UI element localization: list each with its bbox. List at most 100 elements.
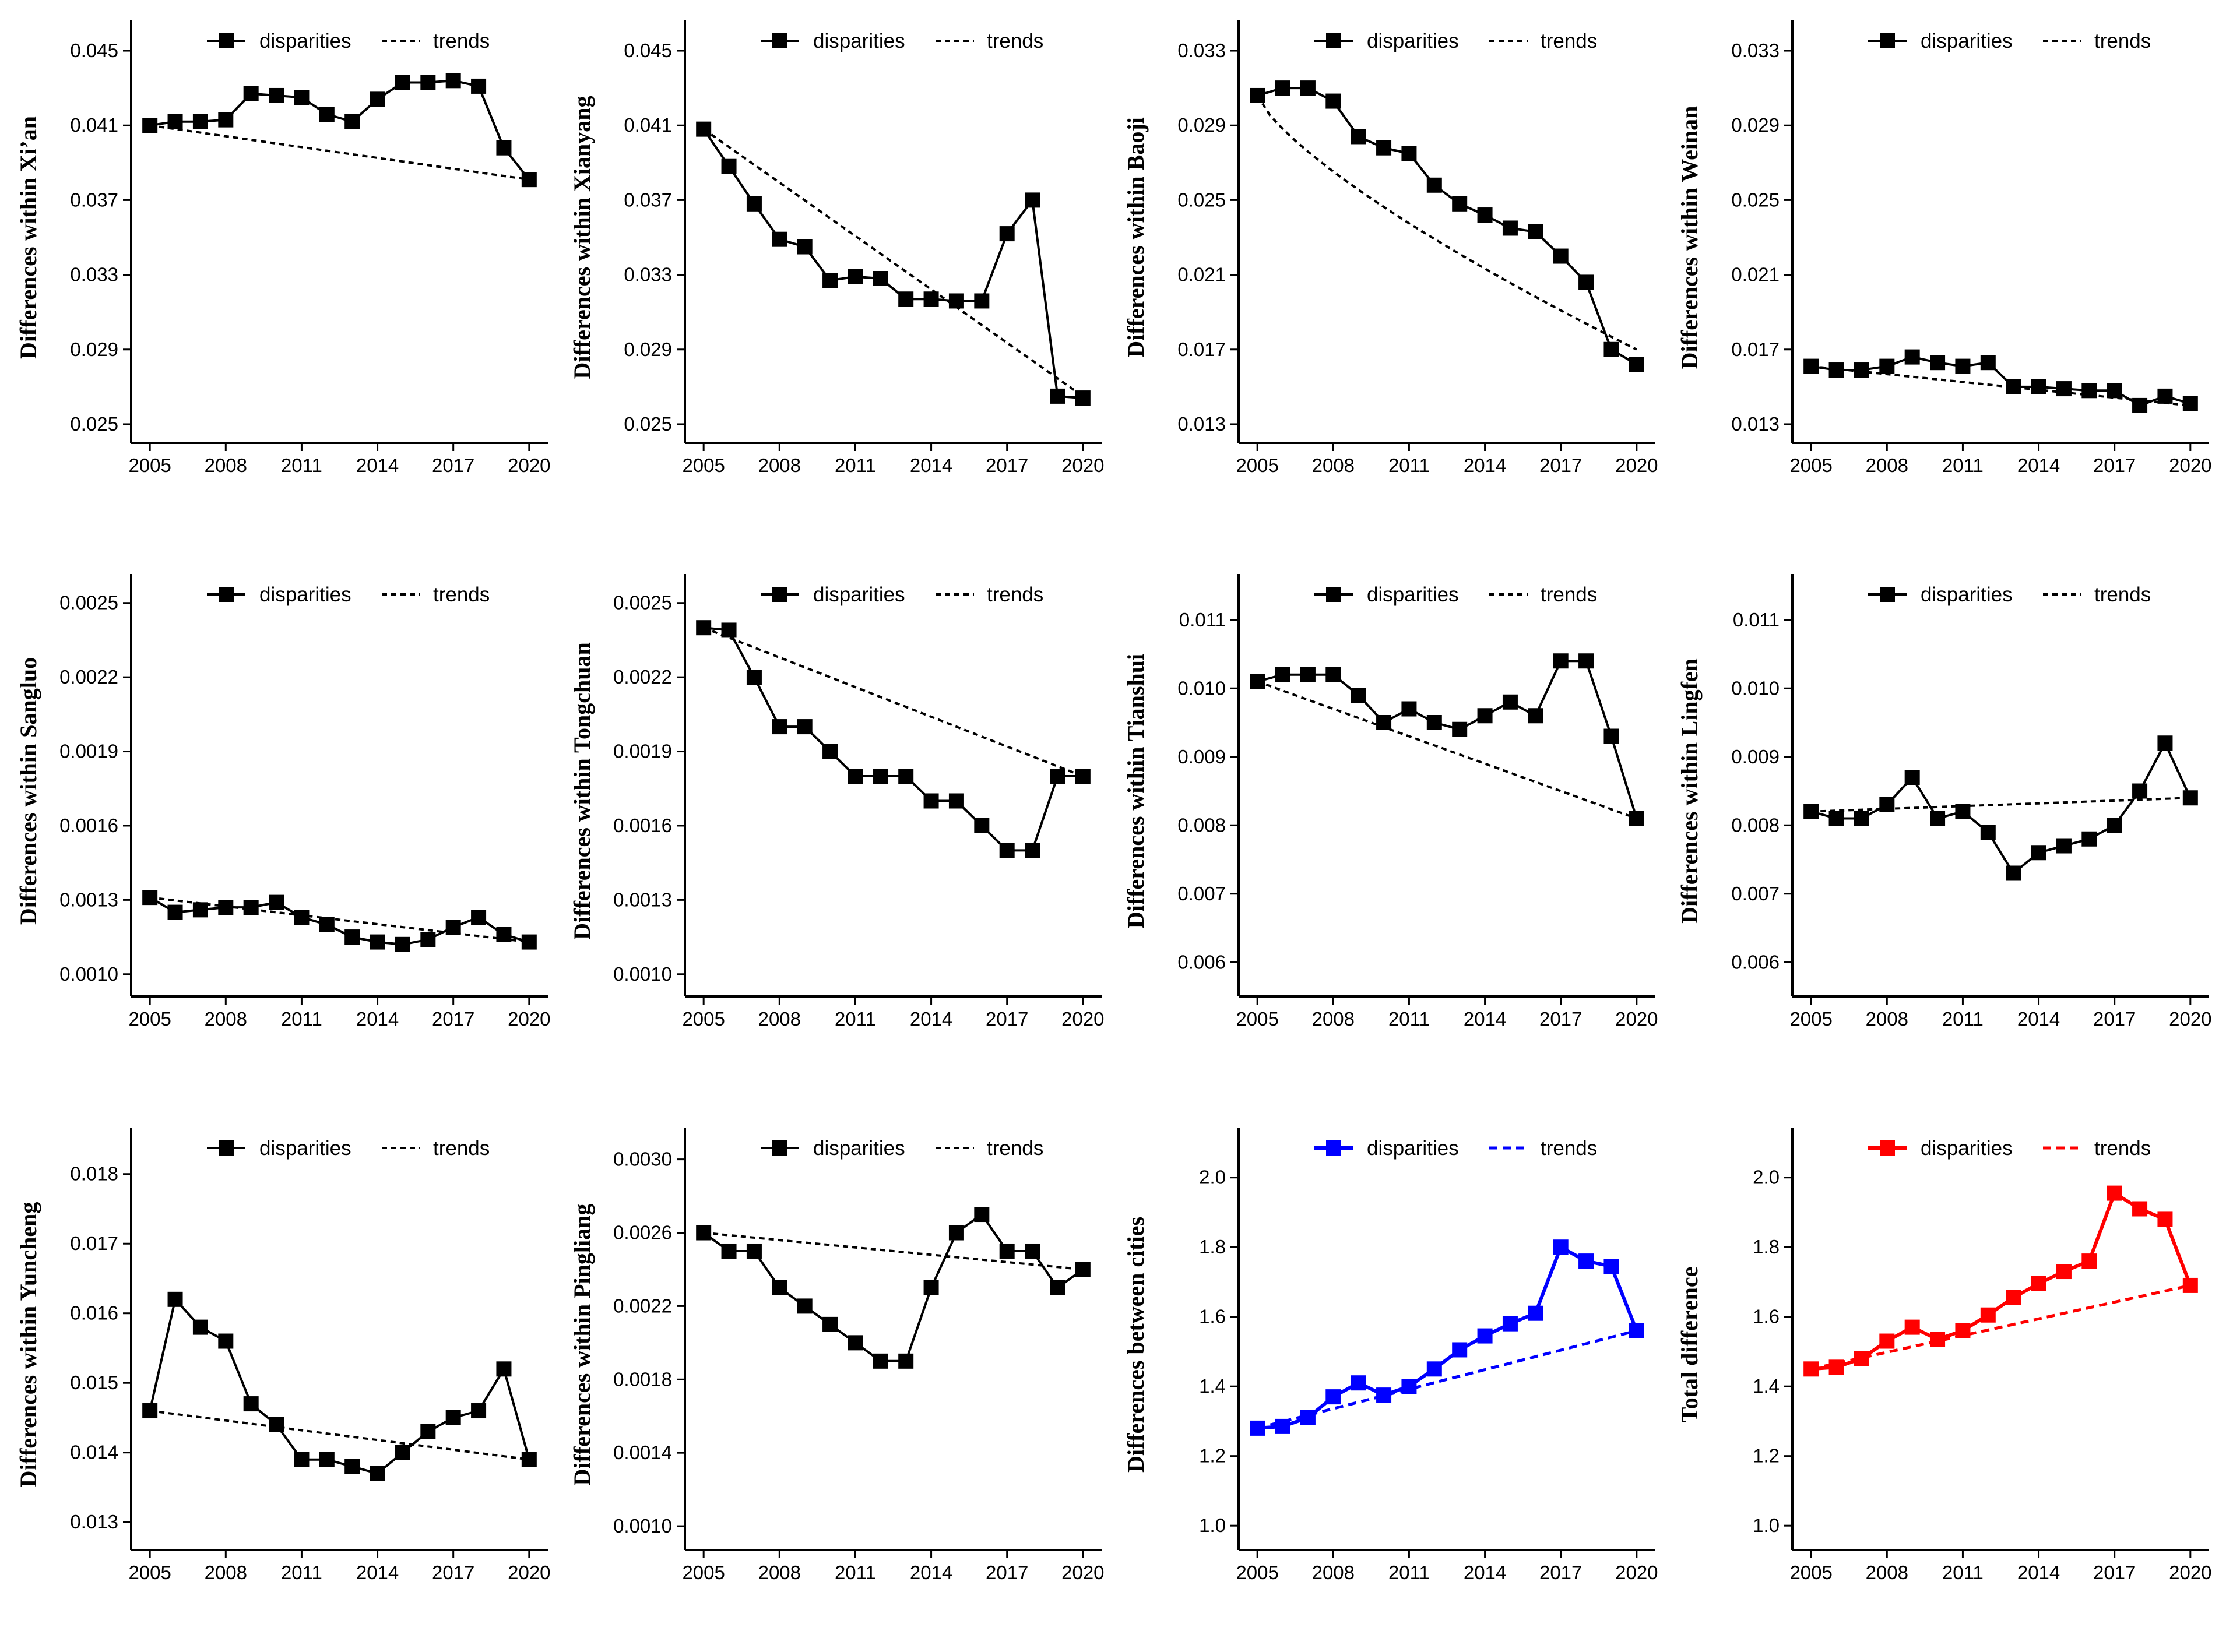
legend: disparities trends (761, 583, 1043, 606)
data-point-2013 (898, 291, 914, 307)
trend-line (1257, 680, 1637, 820)
y-tick-label: 0.018 (70, 1163, 118, 1185)
data-point-2010 (1930, 355, 1946, 371)
legend-series-label: disparities (1921, 583, 2013, 606)
data-point-2019 (496, 1361, 512, 1377)
y-tick-label: 0.0026 (613, 1222, 672, 1244)
data-point-2019 (1050, 388, 1065, 404)
y-tick-label: 0.041 (624, 114, 672, 136)
data-point-2005 (1250, 87, 1265, 103)
data-point-2012 (873, 271, 888, 286)
x-tick-label: 2005 (1236, 1008, 1278, 1030)
y-tick-label: 1.6 (1199, 1306, 1226, 1327)
data-point-2010 (1930, 811, 1946, 826)
y-tick-label: 2.0 (1199, 1167, 1226, 1188)
data-point-2020 (1075, 769, 1091, 784)
y-tick-label: 0.025 (70, 413, 118, 435)
data-point-2017 (445, 1410, 461, 1425)
legend-series-marker (219, 33, 234, 48)
chart-svg: 0.006 0.007 0.008 0.009 0.010 0.011 2005 2008 20… (1676, 574, 2212, 1030)
y-tick-label: 0.011 (1733, 609, 1780, 630)
data-point-2010 (1376, 715, 1392, 730)
data-point-2015 (948, 1225, 964, 1241)
y-tick-label: 0.007 (1731, 883, 1780, 904)
data-point-2006 (167, 904, 183, 920)
data-point-2014 (2031, 1276, 2046, 1291)
y-tick-label: 0.045 (624, 40, 672, 61)
y-tick-label: 0.017 (1177, 339, 1226, 360)
y-tick-label: 1.4 (1199, 1375, 1226, 1397)
legend-series-label: disparities (259, 1137, 351, 1160)
data-point-2013 (1452, 721, 1468, 737)
y-tick-label: 0.006 (1177, 951, 1226, 973)
legend-series-marker (1326, 33, 1341, 48)
data-point-2012 (1426, 715, 1442, 730)
x-tick-label: 2017 (986, 455, 1028, 476)
data-point-2020 (521, 172, 537, 188)
legend-trend-label: trends (987, 1137, 1043, 1160)
legend-series-label: disparities (259, 583, 351, 606)
series-line (702, 128, 1083, 400)
series-line (149, 896, 530, 946)
y-tick-label: 0.029 (1731, 114, 1780, 136)
data-point-2005 (1250, 674, 1265, 689)
data-point-2012 (1980, 355, 1996, 371)
y-tick-label: 0.0022 (59, 666, 118, 688)
legend-series-marker (1880, 587, 1895, 602)
y-tick-label: 0.0025 (613, 592, 672, 614)
y-tick-label: 0.015 (70, 1372, 118, 1393)
x-tick-label: 2020 (1615, 1562, 1658, 1583)
y-axis-label: Differences within Pingliang (569, 1204, 595, 1486)
data-point-2017 (999, 1243, 1015, 1259)
trend-line (149, 1410, 530, 1461)
data-point-2017 (445, 920, 461, 935)
x-tick-label: 2020 (1615, 1008, 1658, 1030)
x-tick-label: 2020 (1061, 1008, 1104, 1030)
chart-panel-11: 1.0 1.2 1.4 1.6 1.8 2.0 2005 2008 2011 2014 2017 20… (1107, 1107, 1661, 1652)
data-point-2007 (1300, 1410, 1316, 1425)
data-point-2010 (269, 1417, 284, 1432)
chart-svg: 1.0 1.2 1.4 1.6 1.8 2.0 2005 2008 2011 2014 2017 20… (1123, 1128, 1658, 1583)
y-tick-label: 1.0 (1753, 1514, 1780, 1536)
data-point-2009 (1904, 770, 1920, 785)
data-point-2014 (1477, 207, 1493, 223)
x-tick-label: 2011 (1388, 455, 1430, 476)
data-point-2009 (1904, 349, 1920, 365)
x-tick-label: 2005 (682, 455, 725, 476)
chart-panel-8: 0.006 0.007 0.008 0.009 0.010 0.011 2005 2008 20… (1661, 554, 2215, 1098)
data-point-2011 (1955, 358, 1971, 374)
y-tick-label: 0.0010 (613, 1515, 672, 1537)
legend-series-label: disparities (259, 30, 351, 52)
y-tick-label: 0.013 (1731, 413, 1780, 435)
data-point-2015 (1502, 220, 1518, 236)
data-point-2010 (822, 273, 838, 288)
x-tick-label: 2011 (281, 455, 322, 476)
data-point-2011 (1955, 804, 1971, 819)
legend-series-label: disparities (1367, 583, 1459, 606)
legend-trend-label: trends (2094, 1137, 2151, 1160)
data-point-2017 (999, 226, 1015, 242)
y-axis-label: Differences within Xianyang (569, 96, 595, 379)
x-tick-label: 2011 (1388, 1008, 1430, 1030)
chart-svg: 0.025 0.029 0.033 0.037 0.041 0.045 2005 2008 20… (569, 20, 1105, 476)
data-point-2011 (294, 910, 310, 925)
data-point-2008 (218, 900, 234, 915)
data-point-2010 (1376, 140, 1392, 156)
data-point-2008 (772, 1280, 787, 1295)
x-tick-label: 2008 (1866, 1008, 1908, 1030)
series-line (1257, 660, 1638, 819)
data-point-2020 (521, 934, 537, 950)
y-tick-label: 0.007 (1177, 883, 1226, 904)
data-point-2015 (395, 1445, 410, 1460)
data-point-2007 (1854, 811, 1869, 826)
y-tick-label: 0.0022 (613, 1295, 672, 1316)
data-point-2015 (948, 793, 964, 809)
data-point-2016 (2081, 831, 2097, 847)
series-line (149, 1297, 530, 1475)
data-point-2013 (1452, 1342, 1468, 1358)
series-line (1257, 1244, 1638, 1430)
data-point-2007 (192, 114, 208, 129)
y-axis-label: Total difference (1676, 1267, 1703, 1423)
data-point-2020 (1629, 1323, 1644, 1338)
x-tick-label: 2008 (205, 1008, 247, 1030)
